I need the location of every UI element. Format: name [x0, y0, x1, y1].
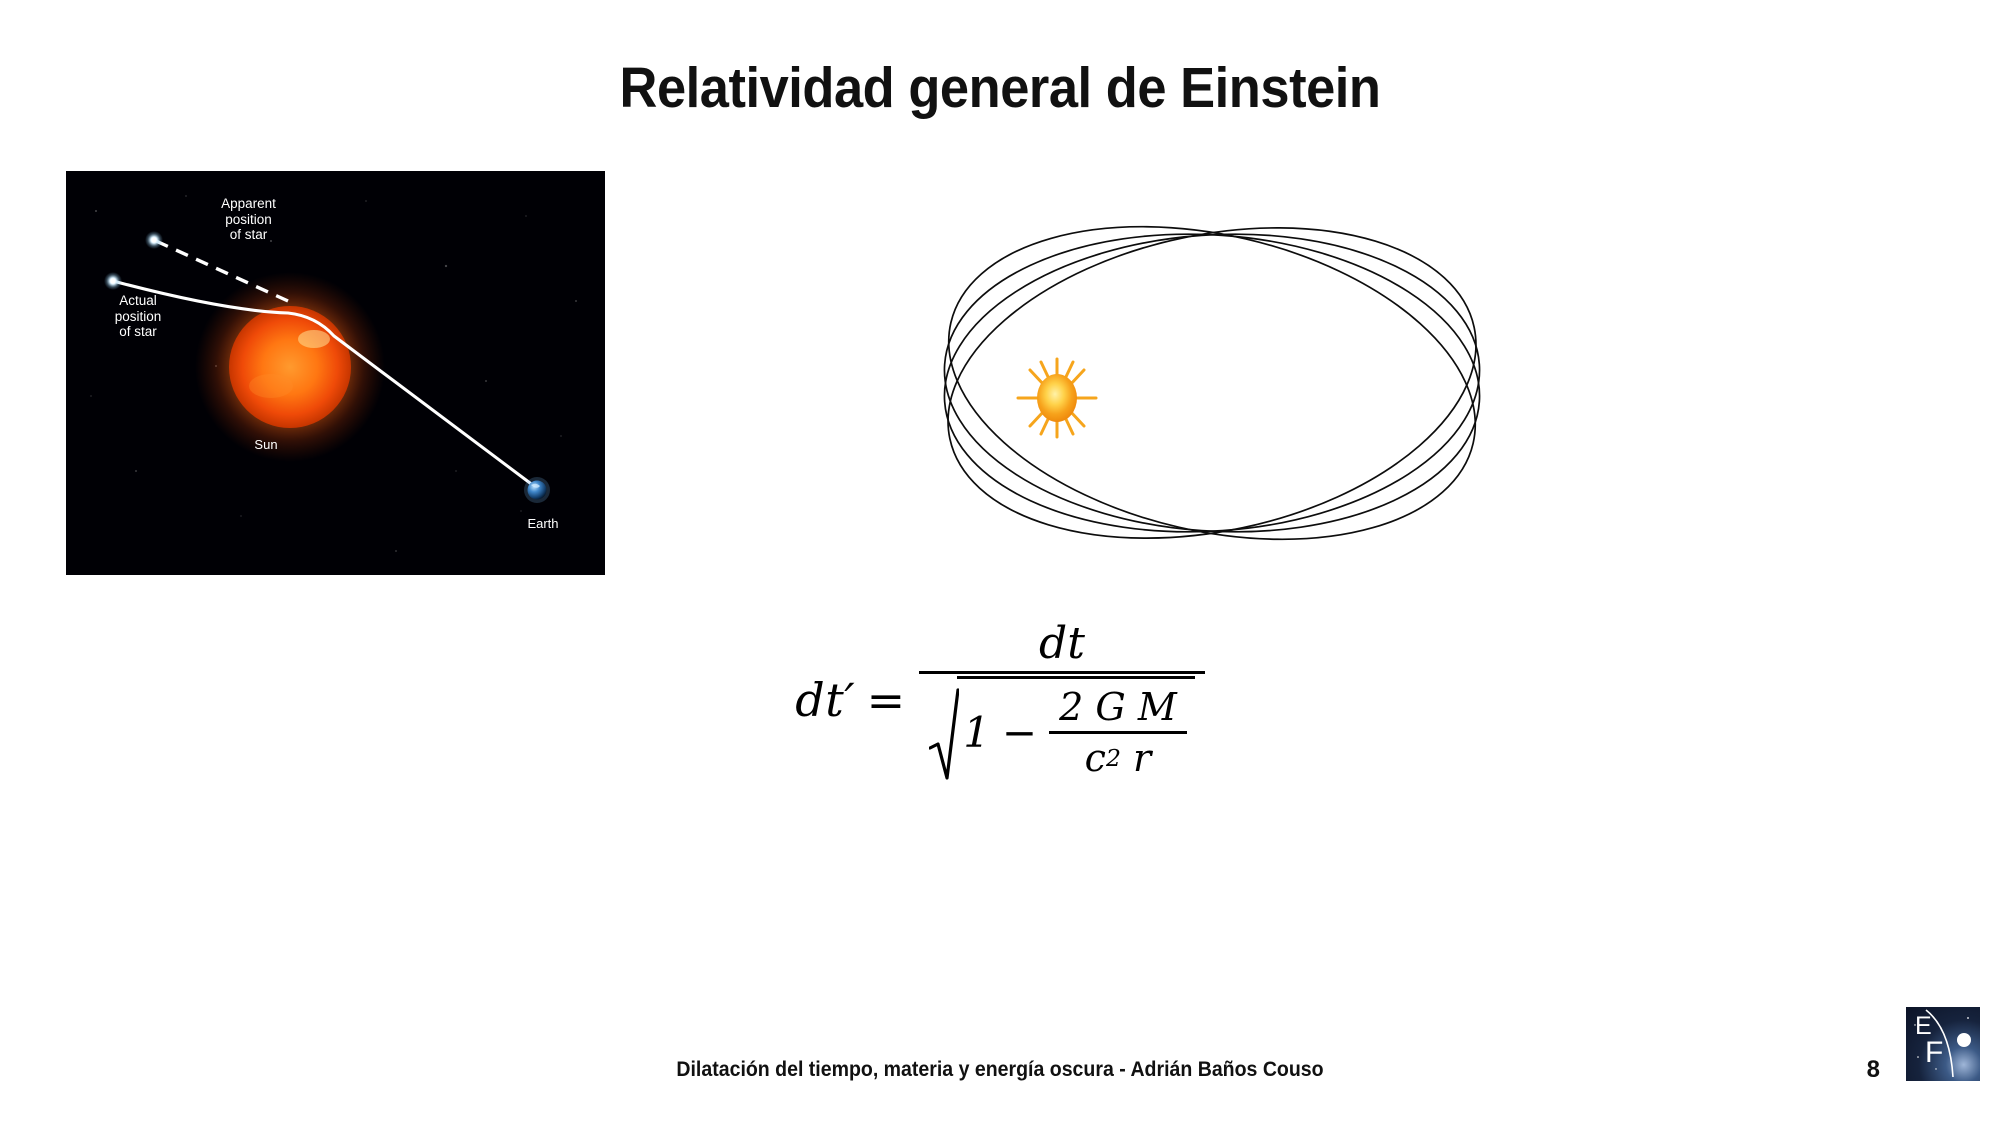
outer-fraction-bar [919, 671, 1205, 674]
actual-star-point [110, 278, 116, 284]
logo-star-icon [1967, 1017, 1969, 1019]
radicand-minus: − [1001, 708, 1038, 757]
logo-svg: E F [1914, 1009, 1971, 1078]
precession-diagram-svg [943, 225, 1481, 541]
lensing-diagram-svg [104, 231, 550, 503]
formula-expression: dt ′ = dt 1 − [795, 616, 1205, 784]
radicand-one: 1 [963, 708, 990, 757]
orbital-precession-figure [905, 215, 1525, 555]
logo-star-icon [1914, 1024, 1916, 1026]
logo-letter-f: F [1925, 1036, 1943, 1069]
inner-denominator-c: c [1084, 736, 1106, 780]
inner-denominator-exponent: 2 [1105, 744, 1121, 772]
actual-position-label: Actual position of star [114, 293, 162, 339]
sun-disc [229, 306, 351, 428]
formula-prime: ′ [844, 673, 855, 727]
earth-label: Earth [527, 516, 559, 531]
logo-star-icon [1917, 1056, 1919, 1058]
earth-globe [527, 480, 547, 500]
apparent-light-ray [155, 239, 289, 303]
orbit-ellipse-4 [947, 225, 1477, 541]
sun-core [1037, 374, 1077, 422]
logo-planet-icon [1957, 1033, 1971, 1047]
logo-letter-e: E [1915, 1012, 1932, 1040]
inner-fraction-bar [1049, 731, 1187, 734]
outer-numerator: dt [1039, 618, 1085, 669]
formula-lhs: dt [795, 673, 845, 727]
actual-light-ray [111, 279, 536, 488]
gravitational-lensing-figure: Apparent position of star Actual positio… [66, 171, 605, 575]
formula-equals: = [866, 673, 906, 727]
apparent-star-point [151, 237, 157, 243]
sun-flare-spot [298, 330, 330, 348]
apparent-position-label: Apparent position of star [221, 196, 276, 242]
sun-surface-mottle [249, 374, 293, 398]
inner-numerator: 2 G M [1059, 685, 1177, 729]
orbit-ellipse-2 [943, 233, 1481, 533]
orbit-group [943, 225, 1481, 541]
logo-arc [1925, 1009, 1954, 1078]
central-sun [1016, 357, 1098, 439]
page-title: Relatividad general de Einstein [619, 56, 1381, 120]
time-dilation-formula: dt ′ = dt 1 − [600, 600, 1400, 800]
earth-cloud [531, 483, 540, 488]
orbit-ellipse-1 [947, 227, 1477, 539]
page-number: 8 [1866, 1056, 1880, 1083]
logo-star-icon [1935, 1068, 1937, 1070]
radical-glyph [929, 688, 960, 780]
outer-fraction: dt 1 − 2 G M [919, 616, 1205, 784]
radical-sign [929, 676, 960, 782]
footer-credit: Dilatación del tiempo, materia y energía… [676, 1058, 1324, 1081]
inner-denominator-r: r [1133, 736, 1152, 780]
orbit-ellipse-3 [943, 233, 1481, 533]
sun-label: Sun [254, 437, 278, 452]
organization-logo: E F [1906, 1007, 1980, 1081]
